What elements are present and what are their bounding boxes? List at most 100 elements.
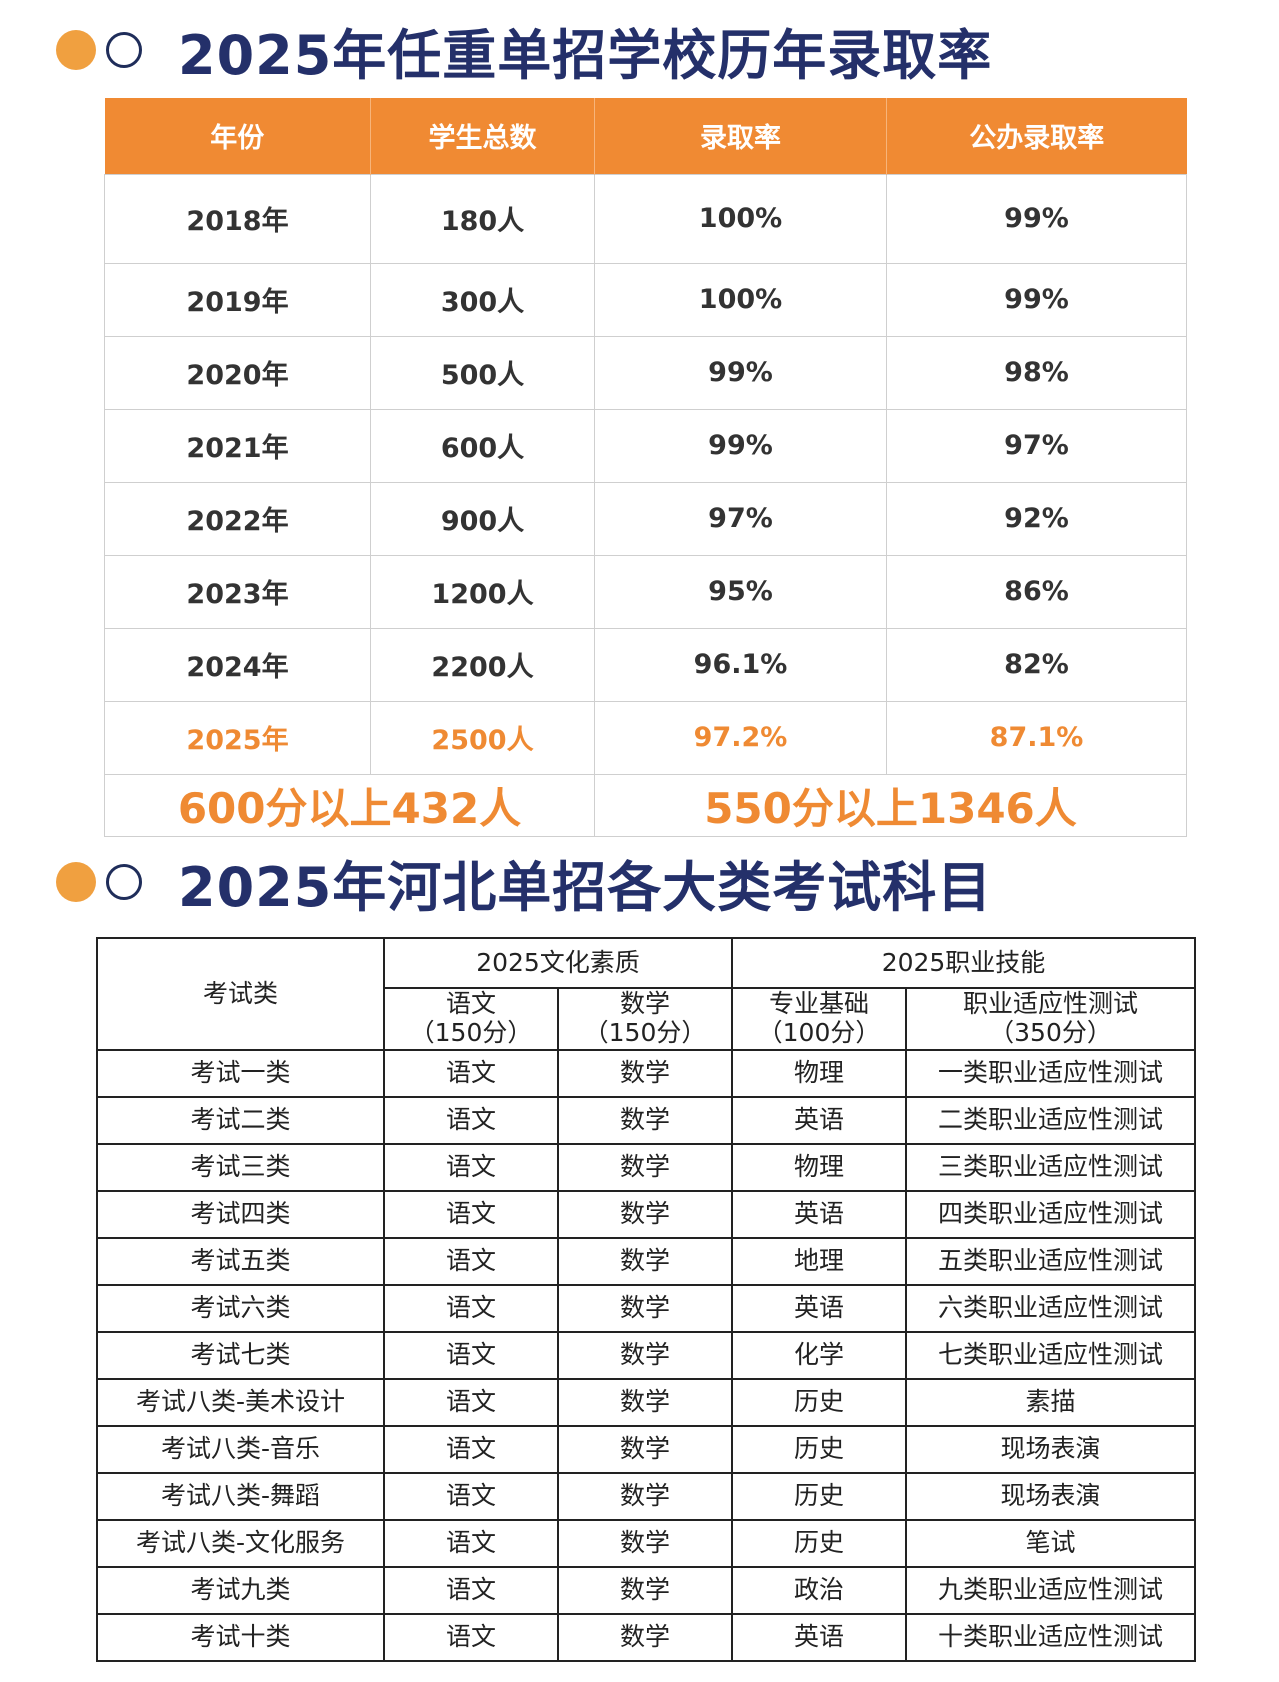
cell-chinese: 语文: [383, 1237, 559, 1286]
cell-math: 数学: [557, 1331, 733, 1380]
table-row: 2020年 500人 99% 98%: [104, 335, 1187, 410]
cell-aptitude: 一类职业适应性测试: [905, 1049, 1196, 1098]
table-row: 考试八类-美术设计 语文 数学 历史 素描: [96, 1378, 1196, 1427]
table-row: 2021年 600人 99% 97%: [104, 408, 1187, 483]
cell-math: 数学: [557, 1237, 733, 1286]
summary-600: 600分以上432人: [104, 773, 595, 837]
cell-rate: 99%: [594, 335, 887, 410]
cell-math: 数学: [557, 1519, 733, 1568]
cell-aptitude: 五类职业适应性测试: [905, 1237, 1196, 1286]
cell-year: 2025年: [104, 700, 371, 775]
cell-total: 1200人: [370, 554, 595, 629]
cell-aptitude: 现场表演: [905, 1472, 1196, 1521]
table-row: 考试四类 语文 数学 英语 四类职业适应性测试: [96, 1190, 1196, 1239]
header-math: 数学 （150分）: [557, 987, 733, 1051]
outline-circle-icon: [106, 32, 142, 68]
cell-math: 数学: [557, 1472, 733, 1521]
summary-550: 550分以上1346人: [594, 773, 1187, 837]
cell-chinese: 语文: [383, 1425, 559, 1474]
cell-category: 考试八类-音乐: [96, 1425, 385, 1474]
cell-math: 数学: [557, 1378, 733, 1427]
cell-chinese: 语文: [383, 1284, 559, 1333]
cell-chinese: 语文: [383, 1566, 559, 1615]
cell-year: 2024年: [104, 627, 371, 702]
header-culture-quality: 2025文化素质: [383, 937, 733, 989]
summary-row: 600分以上432人 550分以上1346人: [104, 773, 1187, 837]
section2-title: 2025年河北单招各大类考试科目: [178, 855, 993, 919]
cell-basics: 政治: [731, 1566, 907, 1615]
header-admission-rate: 录取率: [594, 98, 887, 174]
cell-math: 数学: [557, 1096, 733, 1145]
cell-public-rate: 82%: [886, 627, 1187, 702]
table-row: 考试十类 语文 数学 英语 十类职业适应性测试: [96, 1613, 1196, 1662]
cell-math: 数学: [557, 1049, 733, 1098]
cell-math: 数学: [557, 1566, 733, 1615]
cell-chinese: 语文: [383, 1190, 559, 1239]
header-year: 年份: [104, 98, 371, 174]
cell-chinese: 语文: [383, 1049, 559, 1098]
cell-public-rate: 87.1%: [886, 700, 1187, 775]
cell-year: 2020年: [104, 335, 371, 410]
cell-category: 考试一类: [96, 1049, 385, 1098]
cell-chinese: 语文: [383, 1331, 559, 1380]
cell-basics: 物理: [731, 1049, 907, 1098]
table-row: 考试二类 语文 数学 英语 二类职业适应性测试: [96, 1096, 1196, 1145]
cell-basics: 历史: [731, 1472, 907, 1521]
cell-category: 考试九类: [96, 1566, 385, 1615]
cell-basics: 历史: [731, 1519, 907, 1568]
cell-public-rate: 99%: [886, 262, 1187, 337]
cell-rate: 100%: [594, 262, 887, 337]
cell-category: 考试四类: [96, 1190, 385, 1239]
table-row: 2022年 900人 97% 92%: [104, 481, 1187, 556]
table-row-highlight: 2025年 2500人 97.2% 87.1%: [104, 700, 1187, 775]
cell-public-rate: 92%: [886, 481, 1187, 556]
cell-total: 600人: [370, 408, 595, 483]
cell-aptitude: 十类职业适应性测试: [905, 1613, 1196, 1662]
cell-category: 考试八类-美术设计: [96, 1378, 385, 1427]
cell-rate: 97.2%: [594, 700, 887, 775]
cell-public-rate: 97%: [886, 408, 1187, 483]
cell-total: 2500人: [370, 700, 595, 775]
table-row: 考试八类-音乐 语文 数学 历史 现场表演: [96, 1425, 1196, 1474]
cell-math: 数学: [557, 1190, 733, 1239]
header-exam-category: 考试类: [96, 937, 385, 1051]
cell-basics: 物理: [731, 1143, 907, 1192]
admission-rate-table: 年份 学生总数 录取率 公办录取率 2018年 180人 100% 99% 20…: [104, 98, 1187, 837]
cell-year: 2022年: [104, 481, 371, 556]
cell-basics: 英语: [731, 1284, 907, 1333]
cell-category: 考试八类-舞蹈: [96, 1472, 385, 1521]
cell-category: 考试三类: [96, 1143, 385, 1192]
cell-math: 数学: [557, 1143, 733, 1192]
table-row: 2019年 300人 100% 99%: [104, 262, 1187, 337]
cell-category: 考试六类: [96, 1284, 385, 1333]
cell-aptitude: 六类职业适应性测试: [905, 1284, 1196, 1333]
header-chinese: 语文 （150分）: [383, 987, 559, 1051]
cell-total: 500人: [370, 335, 595, 410]
outline-circle-icon: [106, 864, 142, 900]
cell-chinese: 语文: [383, 1613, 559, 1662]
cell-chinese: 语文: [383, 1472, 559, 1521]
table-row: 2024年 2200人 96.1% 82%: [104, 627, 1187, 702]
cell-year: 2018年: [104, 173, 371, 264]
cell-aptitude: 二类职业适应性测试: [905, 1096, 1196, 1145]
cell-aptitude: 素描: [905, 1378, 1196, 1427]
cell-basics: 英语: [731, 1613, 907, 1662]
cell-category: 考试十类: [96, 1613, 385, 1662]
cell-total: 900人: [370, 481, 595, 556]
table-header-row: 年份 学生总数 录取率 公办录取率: [104, 98, 1187, 174]
cell-total: 300人: [370, 262, 595, 337]
table-row: 2018年 180人 100% 99%: [104, 173, 1187, 264]
cell-math: 数学: [557, 1284, 733, 1333]
cell-chinese: 语文: [383, 1519, 559, 1568]
exam-subjects-table: 考试类 2025文化素质 2025职业技能 语文 （150分） 数学 （150分） …: [96, 937, 1196, 1662]
table-row: 考试五类 语文 数学 地理 五类职业适应性测试: [96, 1237, 1196, 1286]
section1-title: 2025年任重单招学校历年录取率: [178, 23, 993, 87]
cell-aptitude: 三类职业适应性测试: [905, 1143, 1196, 1192]
table-row: 考试九类 语文 数学 政治 九类职业适应性测试: [96, 1566, 1196, 1615]
table-row: 考试八类-舞蹈 语文 数学 历史 现场表演: [96, 1472, 1196, 1521]
table-row: 考试七类 语文 数学 化学 七类职业适应性测试: [96, 1331, 1196, 1380]
cell-math: 数学: [557, 1425, 733, 1474]
cell-aptitude: 四类职业适应性测试: [905, 1190, 1196, 1239]
cell-public-rate: 98%: [886, 335, 1187, 410]
header-total-students: 学生总数: [370, 98, 595, 174]
